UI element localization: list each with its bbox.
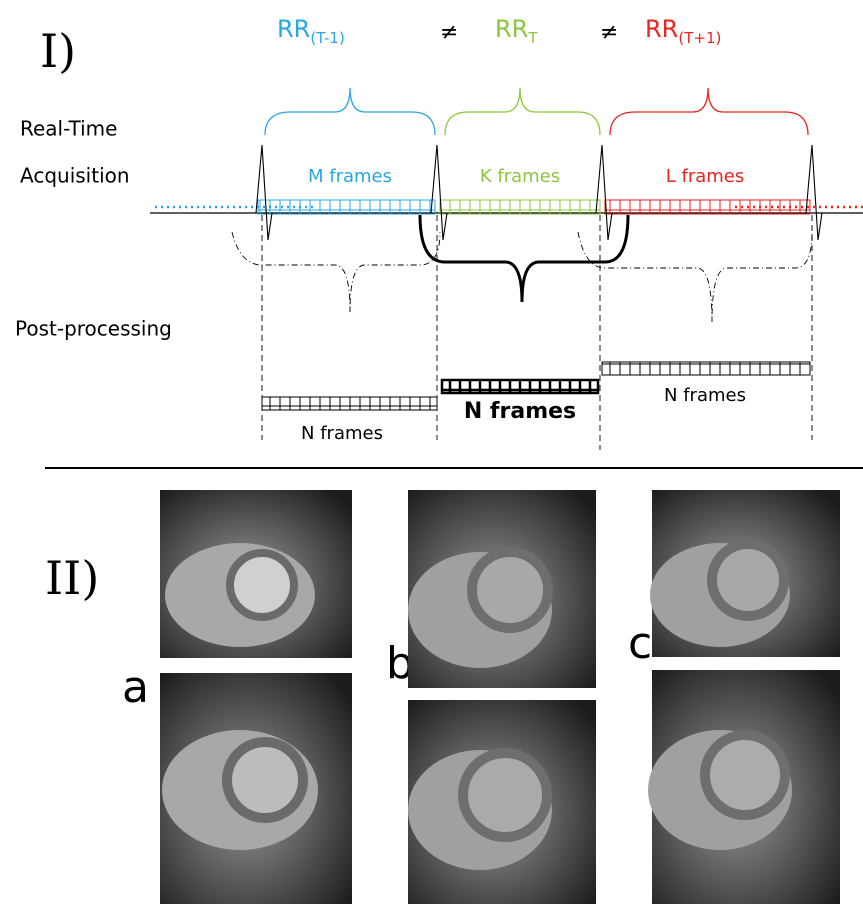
mri-image xyxy=(648,670,840,904)
mri-image xyxy=(160,673,352,904)
interval-name: RR(T-1) xyxy=(277,15,345,47)
part-label: II) xyxy=(45,551,99,605)
interval-base: RR xyxy=(495,15,528,43)
interval-base: RR xyxy=(645,15,678,43)
page: Real-time acquisition figure html, body … xyxy=(0,0,863,904)
output-label: N frames xyxy=(664,385,746,406)
separator: ≠ xyxy=(440,20,458,45)
page-body: { "part1": { "label": "I)", "intervals":… xyxy=(0,0,863,904)
interval-sub: (T+1) xyxy=(678,29,721,47)
center-brace xyxy=(420,215,628,302)
row-label: Acquisition xyxy=(20,164,130,188)
frame-strip xyxy=(258,200,435,214)
output-label: N frames xyxy=(464,399,576,424)
side-braces xyxy=(232,232,812,322)
mri-image xyxy=(650,490,840,657)
output-strip xyxy=(602,362,810,375)
mri-image xyxy=(408,490,596,688)
frame-strip xyxy=(605,200,810,214)
mri-images xyxy=(160,490,840,904)
frames-label: K frames xyxy=(480,166,560,187)
mri-image xyxy=(160,490,352,658)
output-strip xyxy=(262,397,437,410)
panel-label: a xyxy=(122,662,149,713)
separator: ≠ xyxy=(600,20,618,45)
frames-label: L frames xyxy=(666,166,745,187)
figure: I) RR(T-1) ≠ RRT ≠ RR(T+1) Real-Time Acq… xyxy=(0,0,863,904)
output-label: N frames xyxy=(301,423,383,444)
interval-braces xyxy=(265,88,808,135)
frame-strip xyxy=(440,200,600,214)
frames-label: M frames xyxy=(308,166,392,187)
interval-name: RRT xyxy=(495,15,538,47)
panel-label: c xyxy=(628,618,652,669)
ecg-peaks xyxy=(250,145,822,240)
row-label: Real-Time xyxy=(20,117,117,141)
interval-sub: T xyxy=(527,29,538,47)
row-label: Post-processing xyxy=(15,317,172,341)
interval-sub: (T-1) xyxy=(310,29,344,47)
part-label: I) xyxy=(40,24,76,78)
interval-base: RR xyxy=(277,15,310,43)
interval-name: RR(T+1) xyxy=(645,15,721,47)
mri-image xyxy=(408,700,596,904)
output-strip xyxy=(442,380,598,393)
